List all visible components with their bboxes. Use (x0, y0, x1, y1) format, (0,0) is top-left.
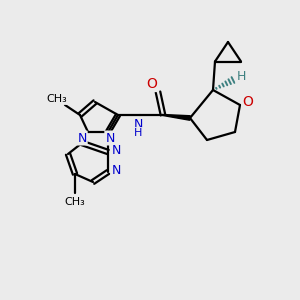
Text: O: O (147, 77, 158, 91)
Text: N: N (111, 143, 121, 157)
Text: H: H (134, 128, 142, 138)
Polygon shape (163, 115, 190, 120)
Text: O: O (243, 95, 254, 109)
Text: N: N (133, 118, 143, 131)
Text: N: N (77, 131, 87, 145)
Text: N: N (111, 164, 121, 176)
Text: CH₃: CH₃ (46, 94, 68, 104)
Text: H: H (236, 70, 246, 83)
Text: N: N (105, 131, 115, 145)
Text: CH₃: CH₃ (64, 197, 86, 207)
